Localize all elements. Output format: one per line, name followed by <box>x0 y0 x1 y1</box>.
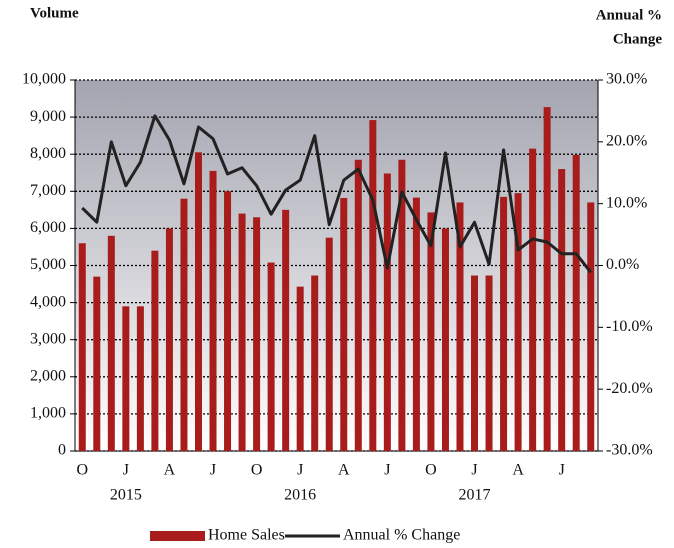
bar <box>253 217 261 451</box>
y2-axis-title: Change <box>613 31 663 47</box>
bar <box>209 170 217 451</box>
y-tick-label: 2,000 <box>30 367 66 384</box>
legend-label: Home Sales <box>208 527 285 544</box>
bar <box>412 197 420 451</box>
bar <box>500 196 508 451</box>
x-year-label: 2016 <box>284 487 316 504</box>
y-tick-label: 10,000 <box>22 71 66 88</box>
bar <box>78 243 86 451</box>
bar <box>296 286 304 451</box>
bar <box>93 276 101 451</box>
bar <box>587 202 595 451</box>
bar <box>122 306 130 451</box>
x-tick-label: A <box>164 462 176 479</box>
x-tick-label: O <box>76 462 88 479</box>
bar <box>558 169 566 452</box>
y2-tick-label: -30.0% <box>606 442 653 459</box>
bar <box>194 152 202 451</box>
x-tick-label: J <box>559 462 565 479</box>
legend-label: Annual % Change <box>343 527 460 544</box>
x-tick-label: J <box>471 462 477 479</box>
bar <box>180 198 188 451</box>
x-tick-label: A <box>338 462 350 479</box>
bar <box>136 306 144 451</box>
bar <box>224 191 232 452</box>
bar <box>383 173 391 451</box>
bar <box>398 159 406 451</box>
bar <box>354 159 362 451</box>
legend-swatch <box>150 531 205 541</box>
bar <box>427 212 435 451</box>
bar <box>441 228 449 451</box>
x-tick-label: J <box>384 462 390 479</box>
bar <box>485 275 493 451</box>
y-tick-label: 1,000 <box>30 405 66 422</box>
bar <box>572 154 580 451</box>
y-tick-label: 5,000 <box>30 256 66 273</box>
y2-axis-title: Annual % <box>596 7 662 23</box>
bar <box>107 235 115 451</box>
line <box>81 114 592 274</box>
x-tick-label: O <box>425 462 437 479</box>
bar <box>151 250 159 451</box>
y-tick-label: 0 <box>58 442 66 459</box>
y-tick-label: 8,000 <box>30 145 66 162</box>
y2-tick-label: -20.0% <box>606 380 653 397</box>
y-tick-label: 7,000 <box>30 182 66 199</box>
y-tick-label: 6,000 <box>30 219 66 236</box>
bar <box>456 202 464 451</box>
y-tick-label: 4,000 <box>30 293 66 310</box>
bar <box>238 213 246 451</box>
y2-tick-label: 20.0% <box>606 133 647 150</box>
x-tick-label: O <box>251 462 263 479</box>
bar <box>311 275 319 451</box>
y-tick-label: 9,000 <box>30 108 66 125</box>
bar <box>543 107 551 451</box>
bar <box>369 120 377 452</box>
bar <box>340 197 348 451</box>
y2-tick-label: 30.0% <box>606 71 647 88</box>
y2-tick-label: 0.0% <box>606 256 639 273</box>
y2-tick-label: 10.0% <box>606 194 647 211</box>
y-axis-title: Volume <box>30 5 79 21</box>
y-tick-label: 3,000 <box>30 330 66 347</box>
bar <box>165 228 173 451</box>
y2-tick-label: -10.0% <box>606 318 653 335</box>
x-year-label: 2015 <box>110 487 142 504</box>
bar <box>325 237 333 451</box>
x-tick-label: J <box>123 462 129 479</box>
x-tick-label: J <box>297 462 303 479</box>
bar <box>282 209 290 451</box>
bar <box>529 148 537 451</box>
bar <box>514 193 522 451</box>
x-tick-label: J <box>210 462 216 479</box>
x-year-label: 2017 <box>459 487 491 504</box>
bar <box>267 262 275 451</box>
bar <box>471 275 479 451</box>
x-tick-label: A <box>512 462 524 479</box>
